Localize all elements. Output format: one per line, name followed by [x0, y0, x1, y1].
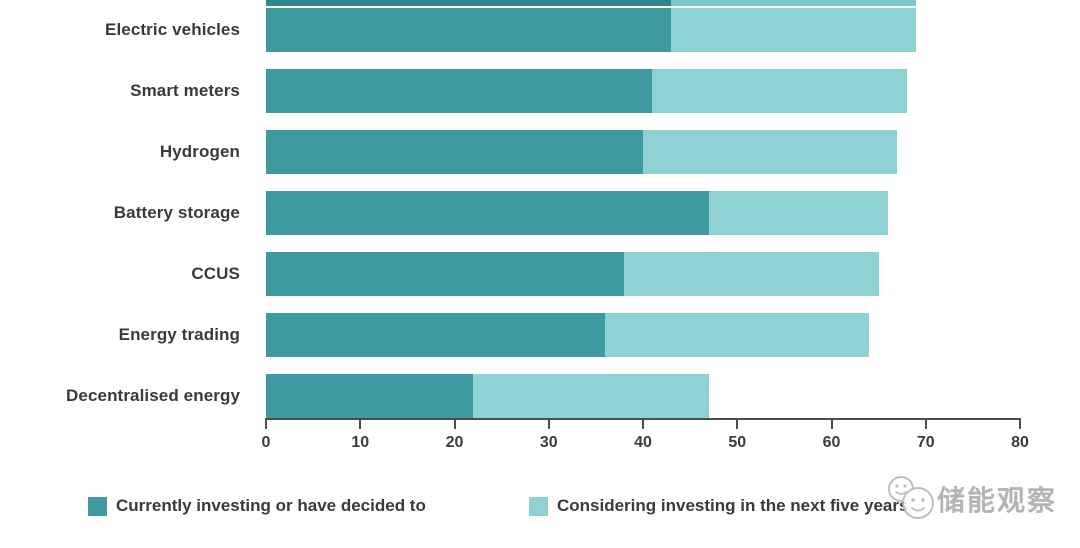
bar-segment-considering	[605, 313, 870, 357]
x-axis-tick-label: 30	[539, 434, 558, 451]
bar-segment-current	[266, 69, 653, 113]
x-axis-tick-label: 40	[634, 434, 652, 451]
x-axis-tick	[265, 420, 267, 429]
legend-label-current: Currently investing or have decided to	[116, 496, 426, 515]
legend-item-current: Currently investing or have decided to	[88, 496, 426, 516]
bar-row	[266, 8, 917, 52]
legend-swatch-current	[88, 496, 107, 516]
bar-row	[266, 313, 870, 357]
category-label: Electric vehicles	[105, 20, 240, 39]
cropped-bar-top-strip	[266, 0, 917, 6]
legend-label-considering: Considering investing in the next five y…	[557, 496, 909, 515]
bar-segment-current	[266, 8, 672, 52]
bar-row	[266, 69, 907, 113]
bar-segment-considering	[671, 8, 917, 52]
x-axis-tick-label: 20	[445, 434, 464, 451]
bar-segment-considering	[643, 130, 898, 174]
bar-segment-current	[266, 374, 474, 418]
bar-segment-current	[266, 130, 643, 174]
category-label: Hydrogen	[159, 142, 240, 161]
x-axis-line	[265, 418, 1021, 420]
legend: Currently investing or have decided to C…	[0, 490, 1080, 530]
x-axis-tick-label: 0	[261, 434, 271, 451]
category-label: Energy trading	[118, 325, 240, 344]
plot-area: Electric vehicles Smart meters Hydrogen Bat…	[66, 0, 1029, 451]
category-label: Battery storage	[113, 203, 240, 222]
x-axis-tick	[736, 420, 739, 429]
bar-segment-considering	[652, 69, 907, 113]
legend-swatch-considering	[529, 496, 548, 516]
bar-row	[266, 130, 898, 174]
bar-segment-current	[266, 191, 709, 235]
category-label: Smart meters	[130, 81, 240, 100]
x-axis-tick	[359, 420, 362, 429]
category-label: Decentralised energy	[66, 386, 240, 405]
x-axis-tick	[1019, 420, 1021, 429]
bar-row	[266, 374, 709, 418]
bar-segment-considering	[671, 0, 917, 6]
bar-segment-current	[266, 313, 606, 357]
bar-segment-current	[266, 0, 672, 6]
bar-row	[266, 252, 879, 296]
bar-segment-considering	[708, 191, 889, 235]
bar-row	[266, 191, 889, 235]
x-axis-tick	[547, 420, 550, 429]
x-axis-tick-label: 70	[916, 434, 935, 451]
x-axis-tick	[453, 420, 456, 429]
x-axis-tick-label: 80	[1011, 434, 1029, 451]
x-axis-tick	[642, 420, 644, 429]
x-axis-tick-label: 60	[822, 434, 841, 451]
x-axis-tick-label: 50	[728, 434, 747, 451]
bar-segment-current	[266, 252, 625, 296]
x-axis-tick	[830, 420, 833, 429]
x-axis-tick	[924, 420, 927, 429]
bar-segment-considering	[473, 374, 709, 418]
x-axis-tick-label: 10	[351, 434, 370, 451]
category-label: CCUS	[191, 264, 240, 283]
legend-item-considering: Considering investing in the next five y…	[529, 496, 908, 516]
bar-segment-considering	[624, 252, 879, 296]
